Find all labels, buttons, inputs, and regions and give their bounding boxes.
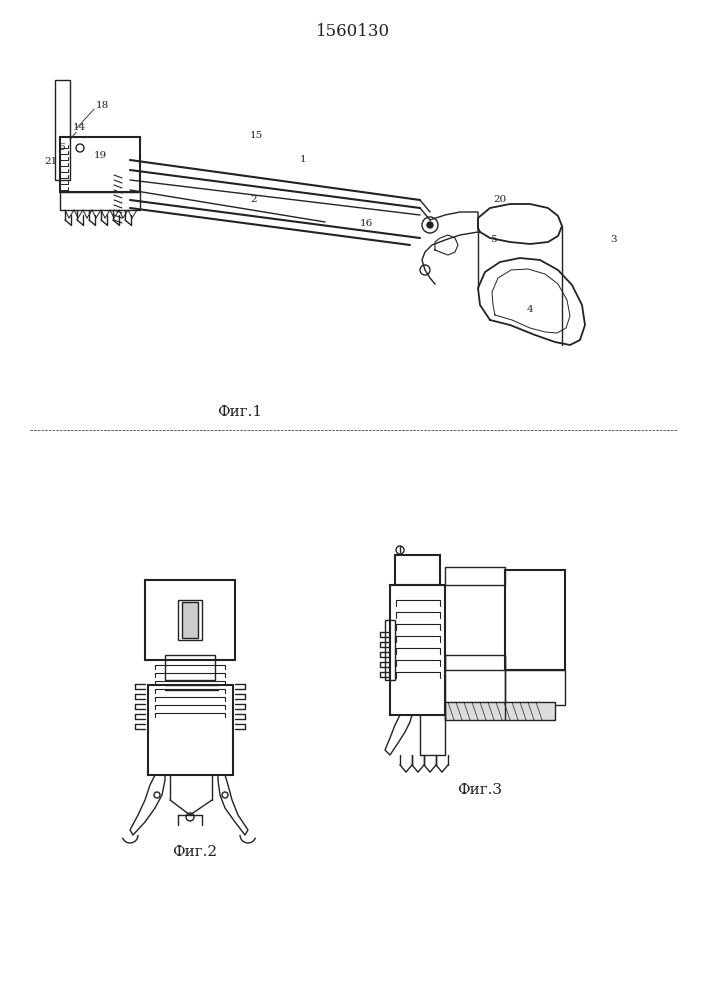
Bar [445, 567, 505, 585]
Text: 19: 19 [94, 150, 107, 159]
Bar [385, 620, 395, 680]
Bar [505, 570, 565, 670]
Text: Фиг.2: Фиг.2 [173, 845, 218, 859]
Text: Фиг.1: Фиг.1 [218, 405, 262, 419]
Text: 5: 5 [490, 235, 496, 244]
Bar [60, 192, 140, 210]
Circle shape [427, 222, 433, 228]
Text: 6: 6 [59, 143, 65, 152]
Bar [55, 80, 70, 180]
Text: 21: 21 [45, 157, 58, 166]
Bar [390, 585, 445, 715]
Text: 1560130: 1560130 [316, 23, 390, 40]
Text: 1: 1 [300, 155, 307, 164]
Bar [148, 685, 233, 775]
Bar [395, 555, 440, 585]
Text: 4: 4 [527, 306, 533, 314]
Text: 16: 16 [360, 219, 373, 228]
Text: 3: 3 [610, 235, 617, 244]
Text: 15: 15 [250, 130, 263, 139]
Bar [145, 580, 235, 660]
Text: 2: 2 [250, 196, 257, 205]
Text: 20: 20 [493, 196, 507, 205]
Bar [505, 670, 565, 705]
Bar [60, 137, 140, 192]
Bar [165, 655, 215, 680]
Text: 14: 14 [73, 123, 86, 132]
Bar [178, 600, 202, 640]
Text: Фиг.3: Фиг.3 [457, 783, 503, 797]
Bar [182, 602, 198, 638]
Bar [445, 702, 555, 720]
Bar [445, 655, 505, 670]
Text: 18: 18 [96, 101, 110, 109]
